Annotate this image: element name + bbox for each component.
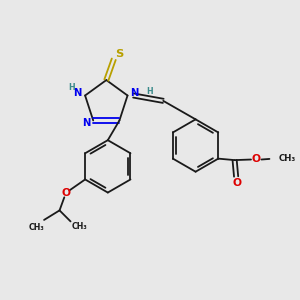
Text: CH₃: CH₃	[278, 154, 296, 164]
Text: O: O	[251, 154, 260, 164]
Text: N: N	[74, 88, 82, 98]
Text: O: O	[61, 188, 70, 198]
Text: O: O	[232, 178, 241, 188]
Text: CH₃: CH₃	[72, 222, 87, 231]
Text: N: N	[82, 118, 91, 128]
Text: S: S	[116, 49, 124, 59]
Text: H: H	[146, 87, 153, 96]
Text: CH₃: CH₃	[29, 223, 44, 232]
Text: H: H	[68, 83, 75, 92]
Text: N: N	[130, 88, 138, 98]
